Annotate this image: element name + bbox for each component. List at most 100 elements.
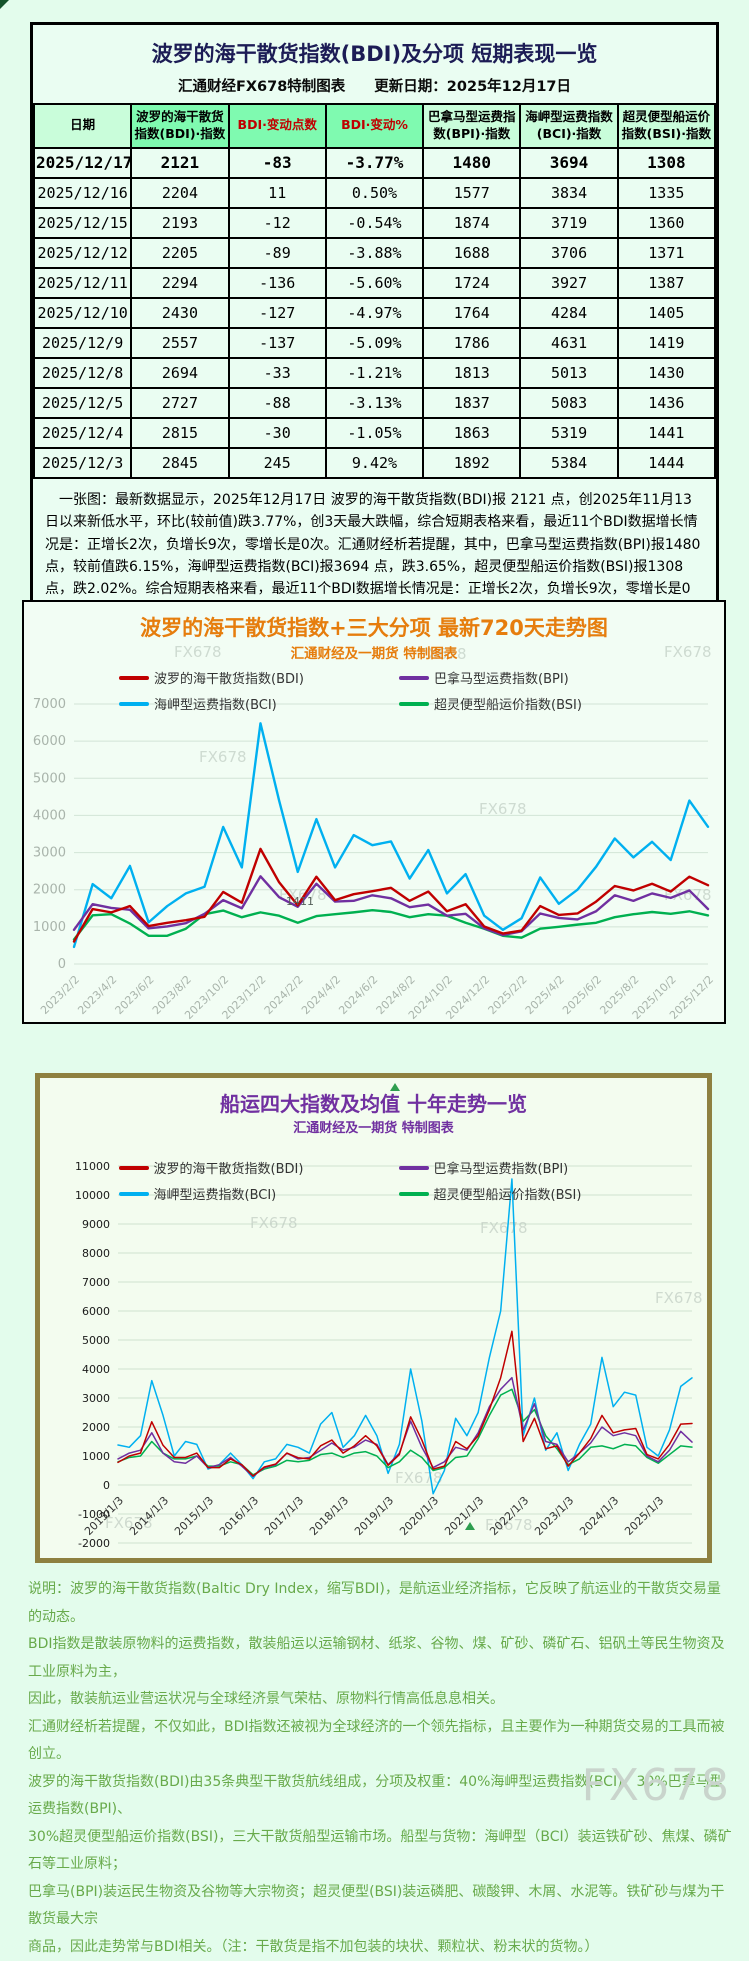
y-tick-label: -2000 bbox=[78, 1537, 110, 1550]
table-cell: 2025/12/3 bbox=[34, 448, 131, 478]
x-tick-label: 2023/4/2 bbox=[75, 973, 119, 1017]
legend-item-BCI: 海岬型运费指数(BCI) bbox=[119, 1184, 349, 1203]
column-header: 海岬型运费指数(BCI)·指数 bbox=[520, 104, 617, 148]
table-cell: 2694 bbox=[131, 358, 228, 388]
table-cell: 5384 bbox=[520, 448, 617, 478]
y-tick-label: 5000 bbox=[33, 771, 66, 786]
x-tick-label: 2021/1/3 bbox=[442, 1494, 486, 1538]
y-tick-label: 0 bbox=[58, 957, 66, 972]
table-cell: 245 bbox=[229, 448, 326, 478]
table-cell: 1360 bbox=[618, 208, 715, 238]
table-cell: -30 bbox=[229, 418, 326, 448]
table-cell: 2025/12/15 bbox=[34, 208, 131, 238]
legend-item-BSI: 超灵便型船运价指数(BSI) bbox=[399, 1184, 629, 1203]
table-cell: -1.21% bbox=[326, 358, 423, 388]
table-cell: -88 bbox=[229, 388, 326, 418]
table-cell: 1874 bbox=[423, 208, 520, 238]
x-tick-label: 2025/6/2 bbox=[560, 973, 604, 1017]
table-cell: 2193 bbox=[131, 208, 228, 238]
table-cell: 3834 bbox=[520, 178, 617, 208]
table-cell: -3.77% bbox=[326, 148, 423, 178]
x-tick-label: 2024/6/2 bbox=[336, 973, 380, 1017]
column-header: 巴拿马型运费指数(BPI)·指数 bbox=[423, 104, 520, 148]
table-cell: 2025/12/16 bbox=[34, 178, 131, 208]
table-cell: -3.88% bbox=[326, 238, 423, 268]
table-cell: 9.42% bbox=[326, 448, 423, 478]
table-cell: 2430 bbox=[131, 298, 228, 328]
y-tick-label: 6000 bbox=[33, 734, 66, 749]
legend-item-BSI: 超灵便型船运价指数(BSI) bbox=[399, 694, 629, 713]
table-cell: 4284 bbox=[520, 298, 617, 328]
x-tick-label: 2023/2/2 bbox=[38, 973, 82, 1017]
data-label: 1411 bbox=[286, 895, 314, 908]
footer-line: 巴拿马(BPI)装运民生物资及谷物等大宗物资；超灵便型(BSI)装运磷肥、碳酸钾… bbox=[28, 1879, 733, 1934]
table-cell: 1837 bbox=[423, 388, 520, 418]
legend-item-BCI: 海岬型运费指数(BCI) bbox=[119, 694, 349, 713]
legend-swatch-icon bbox=[119, 1166, 149, 1170]
fx678-watermark: FX678 bbox=[582, 1760, 731, 1811]
table-cell: -89 bbox=[229, 238, 326, 268]
panel-title: 波罗的海干散货指数(BDI)及分项 短期表现一览 bbox=[33, 38, 716, 68]
x-tick-label: 2025/1/3 bbox=[622, 1494, 666, 1538]
y-tick-label: 2000 bbox=[33, 883, 66, 898]
table-cell: 3694 bbox=[520, 148, 617, 178]
legend-swatch-icon bbox=[399, 1166, 429, 1170]
y-tick-label: 8000 bbox=[82, 1247, 110, 1260]
column-header: 日期 bbox=[34, 104, 131, 148]
x-tick-label: 2024/1/3 bbox=[577, 1494, 621, 1538]
y-tick-label: 5000 bbox=[82, 1334, 110, 1347]
table-cell: 1371 bbox=[618, 238, 715, 268]
legend-label: 海岬型运费指数(BCI) bbox=[154, 694, 277, 713]
watermark-text: FX678 bbox=[479, 800, 527, 818]
series-line-BSI bbox=[74, 910, 708, 939]
table-cell: 2845 bbox=[131, 448, 228, 478]
column-header: 超灵便型船运价指数(BSI)·指数 bbox=[618, 104, 715, 148]
table-cell: 1430 bbox=[618, 358, 715, 388]
table-cell: 1441 bbox=[618, 418, 715, 448]
marker-triangle-icon bbox=[465, 1522, 475, 1530]
watermark-text: FX678 bbox=[664, 886, 712, 904]
table-cell: -136 bbox=[229, 268, 326, 298]
bdi-short-term-panel: 波罗的海干散货指数(BDI)及分项 短期表现一览 汇通财经FX678特制图表 更… bbox=[30, 22, 719, 638]
x-tick-label: 2015/1/3 bbox=[172, 1494, 216, 1538]
x-tick-label: 2017/1/3 bbox=[262, 1494, 306, 1538]
y-tick-label: 9000 bbox=[82, 1218, 110, 1231]
table-cell: 1724 bbox=[423, 268, 520, 298]
y-tick-label: 4000 bbox=[82, 1363, 110, 1376]
table-cell: -1.05% bbox=[326, 418, 423, 448]
table-cell: 2025/12/5 bbox=[34, 388, 131, 418]
legend-label: 超灵便型船运价指数(BSI) bbox=[434, 694, 582, 713]
legend-label: 超灵便型船运价指数(BSI) bbox=[434, 1184, 582, 1203]
y-tick-label: 1000 bbox=[82, 1450, 110, 1463]
table-cell: 1577 bbox=[423, 178, 520, 208]
table-cell: 1405 bbox=[618, 298, 715, 328]
x-tick-label: 2024/4/2 bbox=[299, 973, 343, 1017]
table-cell: 1786 bbox=[423, 328, 520, 358]
chart-tenyear-legend: 波罗的海干散货指数(BDI)巴拿马型运费指数(BPI)海岬型运费指数(BCI)超… bbox=[40, 1158, 707, 1203]
table-cell: 1335 bbox=[618, 178, 715, 208]
legend-swatch-icon bbox=[119, 702, 149, 706]
table-cell: -137 bbox=[229, 328, 326, 358]
y-tick-label: 0 bbox=[103, 1479, 110, 1492]
footer-line: BDI指数是散装原物料的运费指数，散装船运以运输钢材、纸浆、谷物、煤、矿砂、磷矿… bbox=[28, 1631, 733, 1686]
table-cell: -4.97% bbox=[326, 298, 423, 328]
table-cell: 5319 bbox=[520, 418, 617, 448]
chart-720day-legend: 波罗的海干散货指数(BDI)巴拿马型运费指数(BPI)海岬型运费指数(BCI)超… bbox=[24, 668, 724, 713]
legend-item-BDI: 波罗的海干散货指数(BDI) bbox=[119, 668, 349, 687]
legend-label: 波罗的海干散货指数(BDI) bbox=[154, 1158, 304, 1177]
footer-line: 30%超灵便型船运价指数(BSI)，三大干散货船型运输市场。船型与货物：海岬型（… bbox=[28, 1824, 733, 1879]
table-cell: 2025/12/4 bbox=[34, 418, 131, 448]
x-tick-label: 2023/6/2 bbox=[113, 973, 157, 1017]
table-cell: 1419 bbox=[618, 328, 715, 358]
series-line-BDI bbox=[74, 849, 708, 942]
table-cell: -12 bbox=[229, 208, 326, 238]
table-cell: 2205 bbox=[131, 238, 228, 268]
watermark-text: FX678 bbox=[655, 1289, 703, 1307]
